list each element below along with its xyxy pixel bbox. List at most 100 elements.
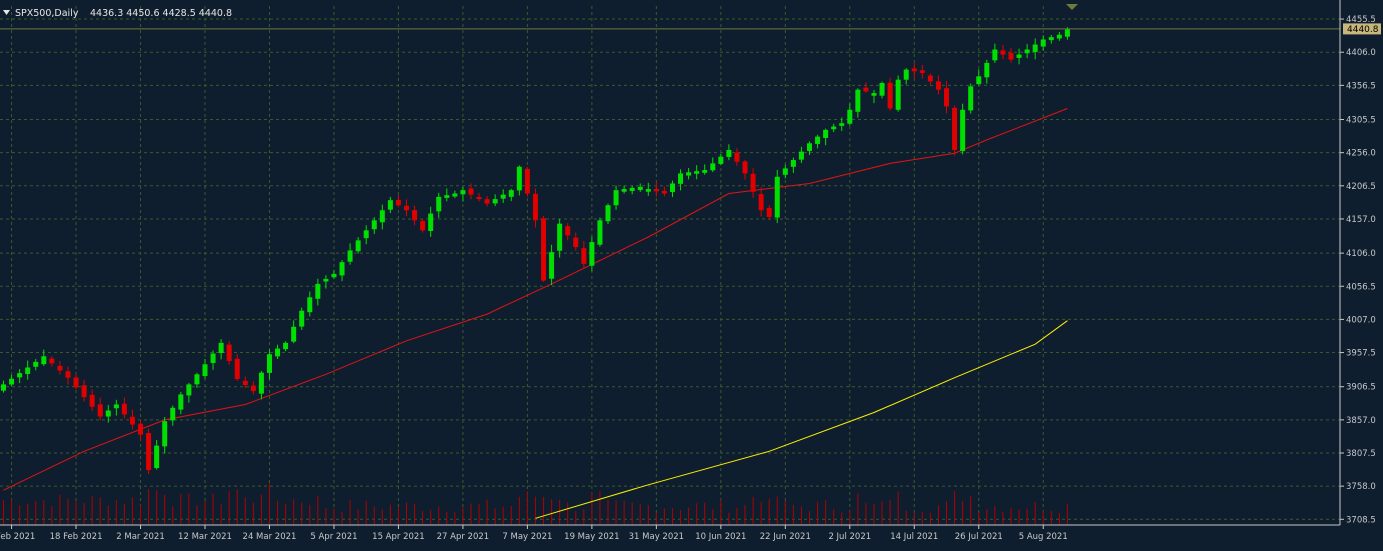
candle-down [97, 404, 103, 417]
y-tick-label: 4056.5 [1346, 282, 1376, 292]
y-tick-label: 3708.5 [1346, 515, 1376, 525]
candle-up [500, 194, 506, 199]
x-tick-label: 5 Apr 2021 [310, 532, 357, 542]
candle-up [903, 69, 909, 80]
candle-down [242, 380, 248, 386]
candle-up [307, 297, 313, 313]
candle-down [468, 188, 474, 195]
x-tick-label: 24 Mar 2021 [243, 532, 297, 542]
x-tick-label: 14 Jul 2021 [890, 532, 938, 542]
x-tick-label: 2 Jul 2021 [828, 532, 871, 542]
candle-up [621, 189, 627, 192]
candle-up [839, 123, 845, 126]
candle-down [65, 371, 71, 378]
candle-down [565, 226, 571, 236]
candle-down [911, 68, 917, 72]
candle-up [387, 200, 393, 210]
ohlc-label: 4436.3 4450.6 4428.5 4440.8 [90, 8, 232, 19]
candle-up [686, 172, 692, 176]
y-tick-label: 4305.5 [1346, 116, 1376, 126]
candle-up [17, 373, 23, 378]
candle-up [1016, 54, 1022, 58]
candle-up [613, 190, 619, 206]
x-tick-label: 26 Jul 2021 [955, 532, 1003, 542]
candle-down [250, 385, 256, 392]
candle-down [661, 190, 667, 194]
axes: 4455.5 4406.0 4356.5 4305.5 4256.0 4206.5 4157… [0, 0, 1376, 542]
candle-down [927, 75, 933, 82]
candle-up [283, 342, 289, 350]
candle-down [952, 107, 958, 150]
candle-up [589, 242, 595, 266]
candle-up [1024, 49, 1030, 54]
y-tick-label: 3807.5 [1346, 449, 1376, 459]
candle-up [210, 353, 216, 363]
candle-down [742, 161, 748, 174]
candle-up [678, 173, 684, 184]
candle-up [726, 149, 732, 157]
candle-down [581, 248, 587, 264]
candle-up [879, 83, 885, 96]
price-tag-label: 4440.8 [1347, 25, 1379, 35]
candle-down [1000, 50, 1006, 55]
candle-up [436, 196, 442, 212]
candle-up [266, 354, 272, 373]
y-tick-label: 3957.5 [1346, 349, 1376, 359]
candle-up [275, 348, 281, 357]
y-tick-label: 4256.0 [1346, 149, 1376, 159]
candle-down [484, 199, 490, 204]
candle-up [694, 171, 700, 174]
candle-up [291, 326, 297, 342]
candle-up [379, 210, 385, 223]
x-tick-label: 19 May 2021 [564, 532, 619, 542]
candle-down [138, 423, 144, 435]
candle-up [33, 361, 39, 367]
candle-up [976, 76, 982, 85]
candle-up [444, 195, 450, 198]
y-tick-label: 4406.0 [1346, 48, 1376, 58]
chevron-down-icon[interactable] [3, 10, 10, 15]
candle-up [710, 163, 716, 171]
candle-up [202, 364, 208, 377]
candle-up [831, 126, 837, 130]
candle-up [1032, 44, 1038, 52]
candle-up [855, 89, 861, 112]
x-tick-label: 8 Feb 2021 [0, 532, 35, 542]
candle-up [41, 356, 47, 365]
candle-up [323, 278, 329, 282]
candle-down [121, 403, 127, 415]
candle-up [492, 199, 498, 204]
candle-down [766, 207, 772, 217]
y-tick-label: 4206.5 [1346, 182, 1376, 192]
candles [1, 27, 1070, 475]
candle-up [1048, 37, 1054, 41]
candle-up [508, 190, 514, 197]
x-tick-label: 12 Mar 2021 [178, 532, 232, 542]
candle-up [782, 168, 788, 175]
y-tick-label: 3906.5 [1346, 383, 1376, 393]
candle-down [524, 168, 530, 194]
candle-up [331, 273, 337, 278]
candle-down [404, 205, 409, 211]
candle-down [1008, 52, 1014, 60]
candle-up [597, 220, 603, 245]
candle-up [452, 193, 458, 197]
candle-up [895, 79, 901, 110]
candle-up [339, 262, 345, 276]
candle-up [363, 230, 369, 239]
candle-up [347, 250, 353, 262]
candle-down [234, 358, 240, 380]
shift-marker-icon[interactable] [1066, 4, 1078, 10]
candle-down [750, 173, 756, 192]
candle-up [1056, 34, 1062, 39]
candle-down [541, 218, 547, 281]
y-tick-label: 3857.0 [1346, 416, 1376, 426]
candle-down [73, 377, 79, 388]
y-tick-label: 4007.0 [1346, 315, 1376, 325]
candle-up [186, 384, 192, 396]
x-tick-label: 7 May 2021 [502, 532, 552, 542]
candle-up [25, 367, 31, 374]
